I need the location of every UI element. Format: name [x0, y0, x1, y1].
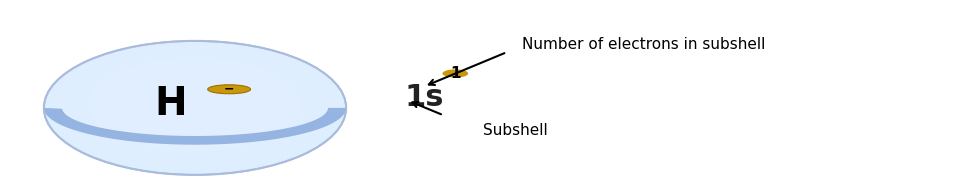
PathPatch shape: [44, 108, 346, 145]
Text: 1: 1: [450, 66, 460, 81]
Text: Number of electrons in subshell: Number of electrons in subshell: [522, 37, 765, 52]
Text: Subshell: Subshell: [483, 123, 547, 138]
Text: 1s: 1s: [405, 83, 445, 112]
Ellipse shape: [208, 85, 251, 94]
Text: −: −: [224, 83, 234, 96]
Ellipse shape: [443, 69, 468, 78]
Text: H: H: [154, 85, 187, 123]
Ellipse shape: [44, 41, 346, 175]
